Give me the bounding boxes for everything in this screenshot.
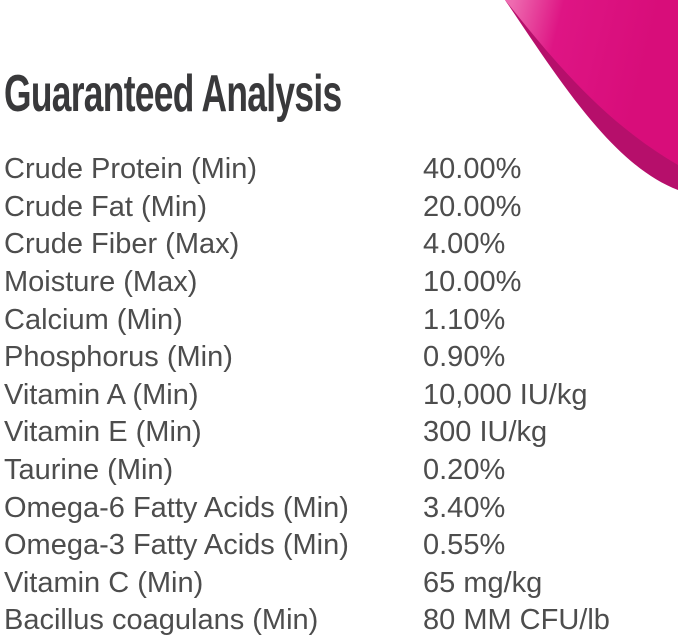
- swoosh-body: [505, 0, 678, 165]
- nutrient-label: Omega-3 Fatty Acids (Min): [4, 529, 349, 562]
- analysis-table: Crude Protein (Min) 40.00% Crude Fat (Mi…: [4, 151, 678, 640]
- analysis-row: Omega-6 Fatty Acids (Min) 3.40%: [4, 489, 678, 527]
- nutrient-value: 0.90%: [423, 341, 506, 374]
- nutrient-value: 10.00%: [423, 266, 522, 299]
- analysis-row: Vitamin C (Min) 65 mg/kg: [4, 565, 678, 603]
- analysis-row: Taurine (Min) 0.20%: [4, 452, 678, 490]
- nutrient-label: Crude Protein (Min): [4, 153, 258, 186]
- analysis-row: Vitamin A (Min) 10,000 IU/kg: [4, 377, 678, 415]
- nutrient-value: 1.10%: [423, 303, 506, 336]
- analysis-row: Omega-3 Fatty Acids (Min) 0.55%: [4, 527, 678, 565]
- analysis-row: Crude Fiber (Max) 4.00%: [4, 226, 678, 264]
- nutrient-value: 0.55%: [423, 529, 506, 562]
- analysis-row: Calcium (Min) 1.10%: [4, 301, 678, 339]
- nutrient-label: Vitamin C (Min): [4, 566, 204, 599]
- nutrient-value: 4.00%: [423, 228, 506, 261]
- nutrient-value: 0.20%: [423, 454, 506, 487]
- nutrient-label: Crude Fiber (Max): [4, 228, 240, 261]
- nutrient-value: 40.00%: [423, 153, 522, 186]
- nutrient-label: Vitamin E (Min): [4, 416, 202, 449]
- nutrient-label: Taurine (Min): [4, 454, 174, 487]
- analysis-row: Phosphorus (Min) 0.90%: [4, 339, 678, 377]
- nutrient-label: Phosphorus (Min): [4, 341, 233, 374]
- nutrient-label: Omega-6 Fatty Acids (Min): [4, 491, 349, 524]
- nutrient-value: 80 MM CFU/lb: [423, 604, 610, 637]
- pink-corner-swoosh: [505, 0, 678, 190]
- analysis-row: Crude Fat (Min) 20.00%: [4, 189, 678, 227]
- nutrient-label: Moisture (Max): [4, 266, 198, 299]
- nutrient-value: 65 mg/kg: [423, 566, 543, 599]
- nutrient-label: Calcium (Min): [4, 303, 183, 336]
- nutrient-label: Crude Fat (Min): [4, 190, 208, 223]
- nutrient-label: Vitamin A (Min): [4, 378, 199, 411]
- analysis-row: Vitamin E (Min) 300 IU/kg: [4, 414, 678, 452]
- nutrient-value: 300 IU/kg: [423, 416, 548, 449]
- nutrient-value: 3.40%: [423, 491, 506, 524]
- analysis-row: Crude Protein (Min) 40.00%: [4, 151, 678, 189]
- analysis-row: Moisture (Max) 10.00%: [4, 264, 678, 302]
- nutrient-value: 10,000 IU/kg: [423, 378, 588, 411]
- analysis-row: Bacillus coagulans (Min) 80 MM CFU/lb: [4, 602, 678, 640]
- nutrient-label: Bacillus coagulans (Min): [4, 604, 319, 637]
- page-title: Guaranteed Analysis: [4, 65, 342, 123]
- nutrient-value: 20.00%: [423, 190, 522, 223]
